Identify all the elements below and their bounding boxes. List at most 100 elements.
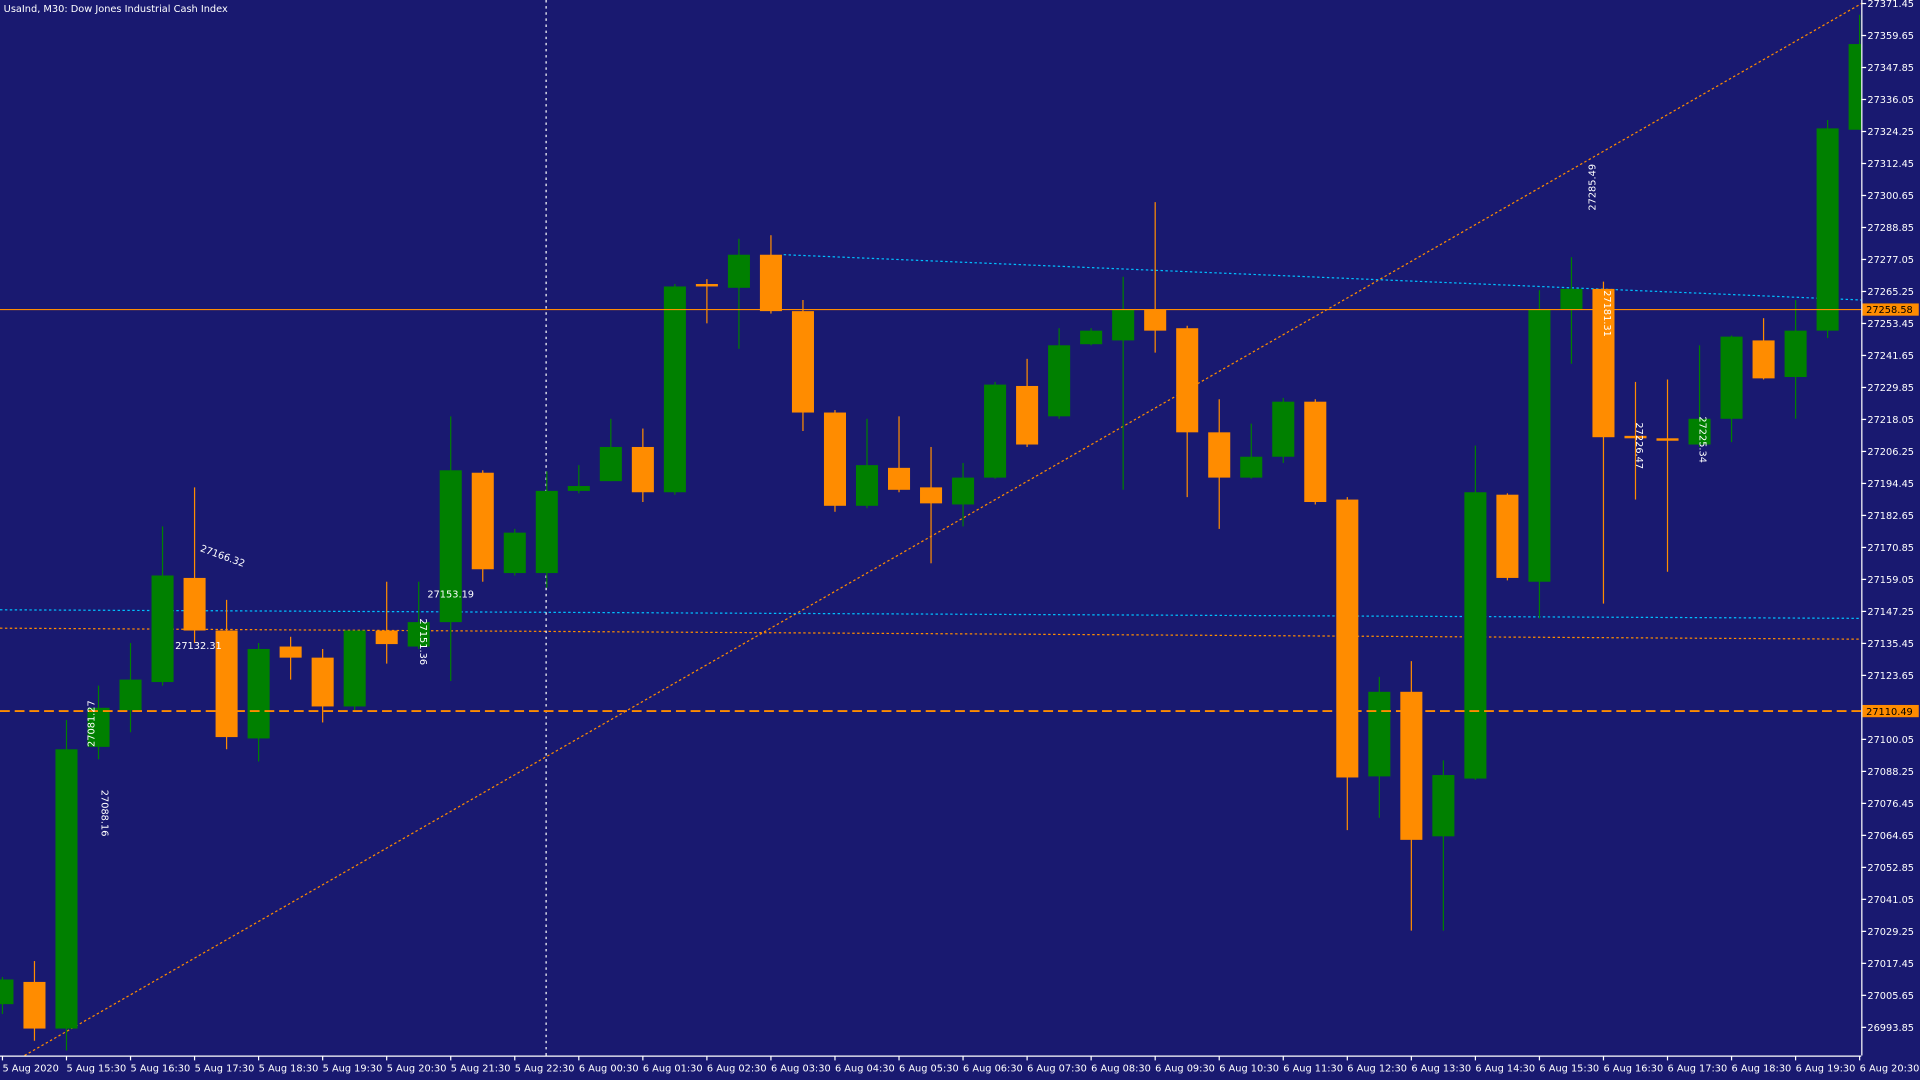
candle-body: [1816, 128, 1839, 331]
candle-body: [1304, 401, 1327, 503]
y-tick-label: 27100.05: [1867, 735, 1914, 746]
candle-body: [1528, 309, 1551, 582]
x-tick-label: 6 Aug 17:30: [1668, 1063, 1728, 1074]
y-tick-label: 27147.25: [1867, 607, 1914, 618]
candle-body: [663, 286, 686, 493]
y-tick-label: 27064.65: [1867, 831, 1914, 842]
candle-body: [1464, 492, 1487, 779]
y-tick-label: 27229.85: [1867, 383, 1914, 394]
candle-body: [823, 412, 846, 506]
trend-line: [24, 3, 1862, 1056]
candle-body: [87, 707, 110, 747]
x-tick-label: 5 Aug 21:30: [451, 1063, 511, 1074]
candle-body: [343, 630, 366, 707]
price-label: 27258.58: [1866, 305, 1913, 316]
candle-body: [1560, 288, 1583, 310]
price-label-box: [1862, 704, 1919, 718]
candle-body: [727, 254, 750, 288]
candle-body: [1720, 336, 1743, 419]
annotation: 27225.34: [1697, 416, 1708, 463]
x-tick-label: 5 Aug 19:30: [323, 1063, 383, 1074]
x-tick-label: 6 Aug 04:30: [835, 1063, 895, 1074]
y-tick-label: 27076.45: [1867, 799, 1914, 810]
y-tick-label: 27253.45: [1867, 319, 1914, 330]
candle-body: [535, 490, 558, 574]
x-tick-label: 6 Aug 00:30: [579, 1063, 639, 1074]
candle-body: [151, 575, 174, 683]
y-tick-label: 27300.65: [1867, 191, 1914, 202]
x-tick-label: 5 Aug 20:30: [387, 1063, 447, 1074]
y-tick-label: 27170.85: [1867, 543, 1914, 554]
candle-body: [1400, 691, 1423, 840]
candle-body: [1336, 499, 1359, 778]
x-tick-label: 6 Aug 20:30: [1860, 1063, 1920, 1074]
y-tick-label: 27288.85: [1867, 223, 1914, 234]
y-tick-label: 27265.25: [1867, 287, 1914, 298]
y-tick-label: 27088.25: [1867, 767, 1914, 778]
candle-body: [279, 646, 302, 658]
candle-body: [1048, 345, 1071, 417]
x-tick-label: 6 Aug 16:30: [1603, 1063, 1663, 1074]
candle-body: [567, 486, 590, 491]
y-tick-label: 27241.65: [1867, 351, 1914, 362]
x-tick-label: 5 Aug 22:30: [515, 1063, 575, 1074]
x-tick-label: 6 Aug 08:30: [1091, 1063, 1151, 1074]
y-tick-label: 27029.25: [1867, 927, 1914, 938]
y-tick-label: 27324.25: [1867, 127, 1914, 138]
candle-body: [1112, 309, 1135, 341]
y-tick-label: 27218.05: [1867, 415, 1914, 426]
x-tick-label: 6 Aug 03:30: [771, 1063, 831, 1074]
annotation: 27285.49: [1588, 164, 1599, 211]
x-tick-label: 6 Aug 19:30: [1796, 1063, 1856, 1074]
trend-line: [0, 627, 1862, 640]
candle-body: [119, 679, 142, 711]
x-tick-label: 6 Aug 15:30: [1539, 1063, 1599, 1074]
candle-body: [984, 384, 1007, 478]
candle-body: [55, 749, 78, 1029]
annotation: 27132.31: [175, 641, 222, 652]
candle-body: [1784, 330, 1807, 378]
candle-body: [1496, 494, 1519, 578]
candle-body: [1592, 288, 1615, 438]
candle-body: [439, 470, 462, 623]
candle-body: [1624, 435, 1647, 439]
x-tick-label: 5 Aug 15:30: [66, 1063, 126, 1074]
x-tick-label: 5 Aug 17:30: [195, 1063, 255, 1074]
candle-body: [695, 284, 718, 287]
y-tick-label: 27005.65: [1867, 991, 1914, 1002]
y-tick-label: 27194.45: [1867, 479, 1914, 490]
y-tick-label: 27017.45: [1867, 959, 1914, 970]
y-tick-label: 27277.05: [1867, 255, 1914, 266]
candle-body: [1176, 328, 1199, 433]
y-tick-label: 27182.65: [1867, 511, 1914, 522]
plot-area: 27081.2727088.1627132.3127166.3227153.19…: [0, 0, 1862, 1056]
annotation: 27151.36: [417, 618, 428, 665]
x-tick-label: 5 Aug 2020: [2, 1063, 58, 1074]
y-tick-label: 27336.05: [1867, 95, 1914, 106]
x-tick-label: 6 Aug 11:30: [1283, 1063, 1343, 1074]
candle-body: [1016, 385, 1039, 445]
x-tick-label: 6 Aug 13:30: [1411, 1063, 1471, 1074]
candle-body: [952, 477, 975, 505]
candle-body: [855, 465, 879, 506]
candle-body: [471, 472, 494, 570]
candle-body: [1144, 309, 1167, 331]
y-tick-label: 27135.45: [1867, 639, 1914, 650]
x-tick-label: 6 Aug 14:30: [1475, 1063, 1535, 1074]
x-tick-label: 6 Aug 18:30: [1732, 1063, 1792, 1074]
candle-body: [1208, 432, 1231, 478]
candle-body: [1848, 44, 1862, 130]
trend-line: [0, 609, 1862, 619]
y-tick-label: 27159.05: [1867, 575, 1914, 586]
x-tick-label: 6 Aug 02:30: [707, 1063, 767, 1074]
x-tick-label: 6 Aug 07:30: [1027, 1063, 1087, 1074]
y-tick-label: 27312.45: [1867, 159, 1914, 170]
candle-body: [791, 311, 814, 413]
candle-body: [1240, 456, 1263, 478]
price-label-box: [1862, 303, 1919, 316]
candle-body: [247, 648, 270, 739]
price-label: 27110.49: [1866, 707, 1913, 718]
